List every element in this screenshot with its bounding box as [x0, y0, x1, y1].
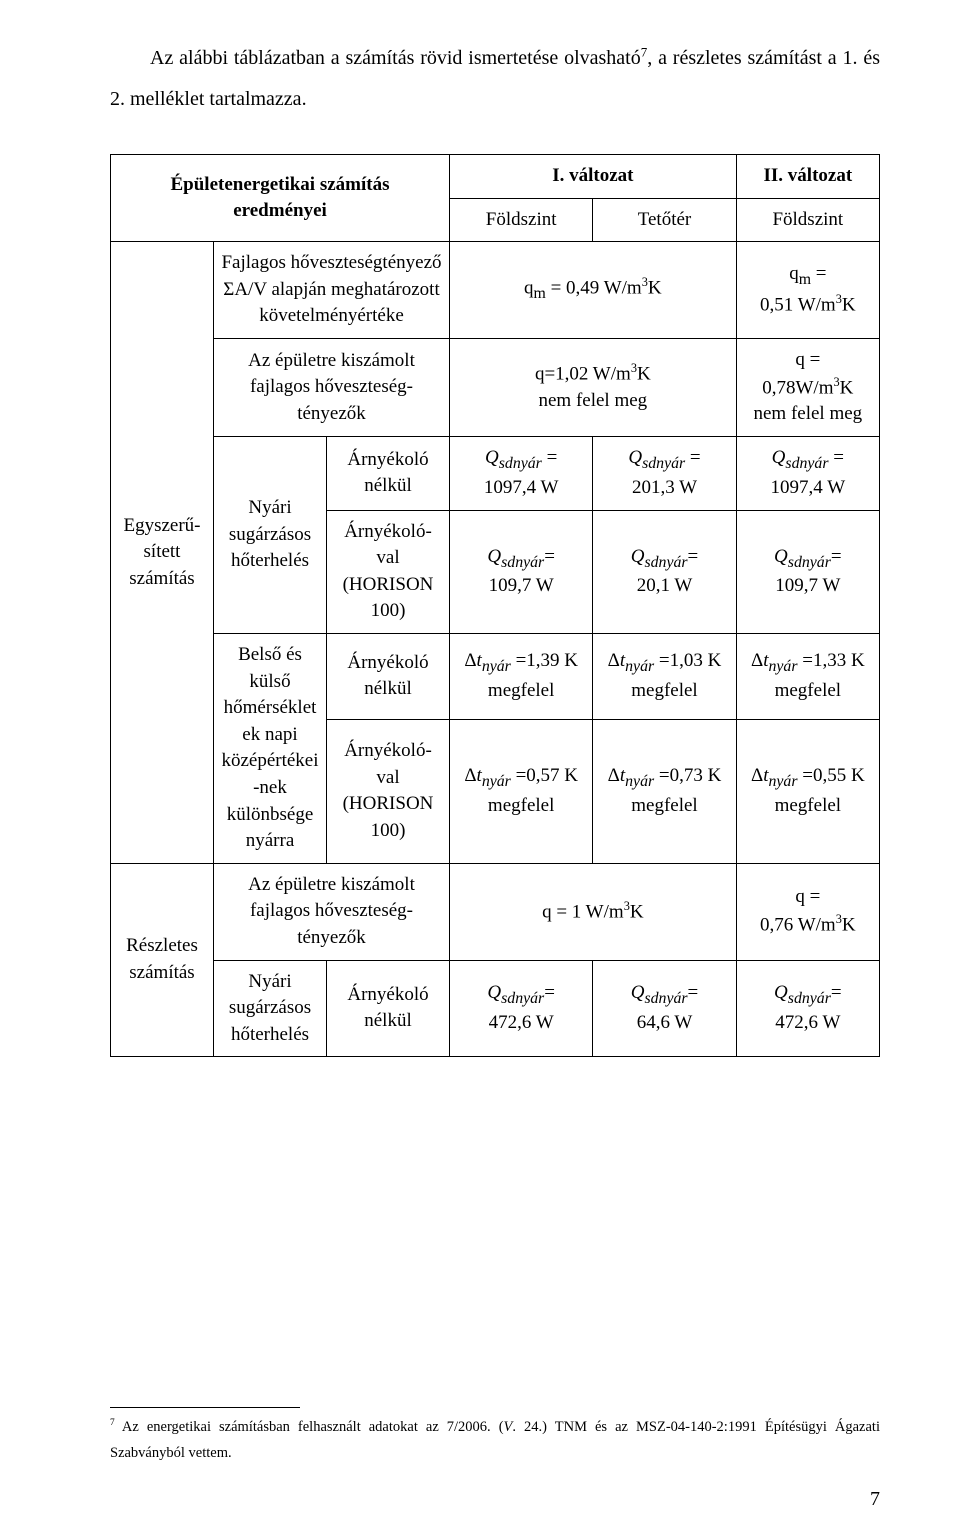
- table-title: Épületenergetikai számítás eredményei: [111, 155, 450, 242]
- row-reszl-q-v2: q =0,76 W/m3K: [736, 863, 879, 960]
- col-v1: I. változat: [450, 155, 737, 199]
- col-v2: II. változat: [736, 155, 879, 199]
- row-nyari-label: Nyári sugárzásos hőterhelés: [214, 437, 327, 634]
- cell-q-none-foldszint: Qsdnyár =1097,4 W: [450, 437, 593, 511]
- row-shade-with-2: Árnyékoló-val(HORISON 100): [327, 719, 450, 863]
- left-reszletes: Részletes számítás: [111, 863, 214, 1057]
- page: Az alábbi táblázatban a számítás rövid i…: [0, 0, 960, 1535]
- row-shade-none-2: Árnyékoló nélkül: [327, 634, 450, 720]
- cell-t-with-foldszint: Δtnyár =0,57 Kmegfelel: [450, 719, 593, 863]
- cell-t-none-foldszint: Δtnyár =1,39 Kmegfelel: [450, 634, 593, 720]
- footnote-rule: [110, 1407, 300, 1408]
- left-egyszerusitett: Egyszerű-sített számítás: [111, 242, 214, 864]
- row-epulet-q-v1: q=1,02 W/m3Knem felel meg: [450, 338, 737, 436]
- row-shade-with-1: Árnyékoló-val(HORISON 100): [327, 510, 450, 633]
- row-epulet-q-label: Az épületre kiszámolt fajlagos hővesztes…: [214, 338, 450, 436]
- cell-q-with-tetoter: Qsdnyár=20,1 W: [593, 510, 736, 633]
- cell-reszl-q-v2: Qsdnyár=472,6 W: [736, 960, 879, 1057]
- col-tetoter: Tetőtér: [593, 198, 736, 242]
- row-reszl-q-v1: q = 1 W/m3K: [450, 863, 737, 960]
- row-shade-none-3: Árnyékoló nélkül: [327, 960, 450, 1057]
- cell-t-with-v2: Δtnyár =0,55 Kmegfelel: [736, 719, 879, 863]
- row-fajlagos-v1: qm = 0,49 W/m3K: [450, 242, 737, 339]
- cell-t-none-tetoter: Δtnyár =1,03 Kmegfelel: [593, 634, 736, 720]
- cell-q-none-v2: Qsdnyár =1097,4 W: [736, 437, 879, 511]
- row-reszl-nyari-label: Nyári sugárzásos hőterhelés: [214, 960, 327, 1057]
- row-fajlagos-label: Fajlagos hőveszteségtényező ΣA/V alapján…: [214, 242, 450, 339]
- cell-reszl-q-foldszint: Qsdnyár=472,6 W: [450, 960, 593, 1057]
- footnote: 7 Az energetikai számításban felhasznált…: [110, 1414, 880, 1466]
- row-epulet-q-v2: q =0,78W/m3Knem felel meg: [736, 338, 879, 436]
- col-foldszint-2: Földszint: [736, 198, 879, 242]
- row-fajlagos-v2: qm =0,51 W/m3K: [736, 242, 879, 339]
- row-reszl-q-label: Az épületre kiszámolt fajlagos hővesztes…: [214, 863, 450, 960]
- row-shade-none-1: Árnyékoló nélkül: [327, 437, 450, 511]
- cell-q-with-v2: Qsdnyár=109,7 W: [736, 510, 879, 633]
- cell-t-with-tetoter: Δtnyár =0,73 Kmegfelel: [593, 719, 736, 863]
- intro-paragraph: Az alábbi táblázatban a számítás rövid i…: [110, 38, 880, 120]
- page-number: 7: [870, 1488, 880, 1511]
- cell-q-none-tetoter: Qsdnyár =201,3 W: [593, 437, 736, 511]
- row-belso-label: Belső és külső hőmérséklet ek napi közép…: [214, 634, 327, 864]
- cell-reszl-q-tetoter: Qsdnyár=64,6 W: [593, 960, 736, 1057]
- cell-t-none-v2: Δtnyár =1,33 Kmegfelel: [736, 634, 879, 720]
- cell-q-with-foldszint: Qsdnyár=109,7 W: [450, 510, 593, 633]
- calc-table: Épületenergetikai számítás eredményei I.…: [110, 154, 880, 1057]
- col-foldszint: Földszint: [450, 198, 593, 242]
